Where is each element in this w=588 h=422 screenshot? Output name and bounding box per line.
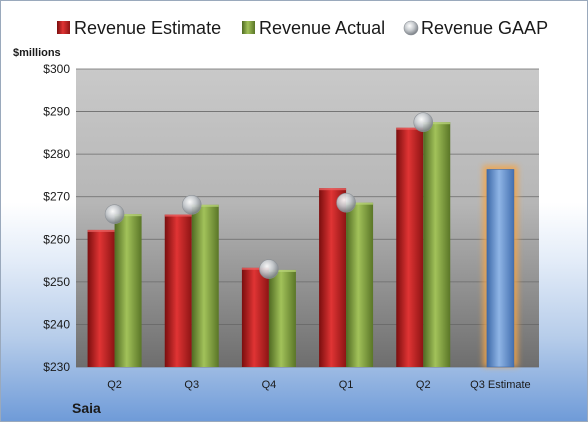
- bar-revenue-actual: [268, 269, 296, 367]
- plot-area: [76, 69, 539, 367]
- bar-cap-revenue-estimate: [87, 229, 115, 232]
- x-tick-label: Q1: [339, 379, 354, 391]
- bar-revenue-estimate: [241, 267, 269, 367]
- bar-revenue-actual: [191, 204, 219, 367]
- marker-revenue-gaap: [336, 192, 356, 213]
- x-tick-label: Q3: [184, 379, 199, 391]
- bar-q3-estimate: [486, 169, 515, 368]
- marker-revenue-gaap: [413, 112, 434, 133]
- x-axis-ticks: Q2 Q3 Q4 Q1 Q2 Q3 Estimate: [107, 379, 530, 391]
- y-tick-label: $250: [43, 275, 70, 289]
- legend-swatch-revenue-estimate: [57, 21, 70, 34]
- unit-label: $millions: [13, 47, 61, 59]
- y-tick-label: $260: [43, 232, 70, 246]
- y-tick-label: $270: [43, 190, 70, 204]
- y-tick-label: $240: [43, 317, 70, 331]
- bar-cap-revenue-actual: [191, 204, 219, 207]
- bar-revenue-estimate: [164, 214, 192, 367]
- y-tick-label: $290: [43, 105, 70, 119]
- legend-item-revenue-estimate: Revenue Estimate: [57, 18, 221, 38]
- bar-cap-revenue-estimate: [241, 267, 269, 270]
- bar-revenue-actual: [346, 202, 374, 367]
- legend-item-revenue-gaap: Revenue GAAP: [403, 18, 548, 38]
- bar-cap-revenue-actual: [346, 202, 374, 205]
- legend-item-revenue-actual: Revenue Actual: [242, 18, 385, 38]
- marker-revenue-gaap: [104, 204, 125, 224]
- gridlines: [76, 68, 539, 368]
- legend: Revenue Estimate Revenue Actual Revenue …: [57, 18, 548, 38]
- marker-revenue-gaap: [181, 195, 202, 215]
- gaap-markers: [104, 112, 434, 279]
- legend-label-revenue-actual: Revenue Actual: [259, 18, 385, 38]
- company-name: Saia: [72, 400, 101, 416]
- bar-cap-revenue-actual: [114, 214, 142, 217]
- legend-swatch-revenue-actual: [242, 21, 255, 34]
- y-tick-label: $300: [43, 62, 70, 76]
- x-tick-label: Q3 Estimate: [470, 379, 531, 391]
- bar-revenue-estimate: [87, 229, 115, 367]
- bar-cap-revenue-actual: [423, 122, 451, 125]
- bar-revenue-estimate: [396, 127, 424, 368]
- bar-revenue-estimate: [319, 188, 347, 367]
- bar-cap-revenue-estimate: [319, 188, 347, 191]
- legend-label-revenue-gaap: Revenue GAAP: [421, 18, 548, 38]
- x-tick-label: Q2: [107, 379, 122, 391]
- y-tick-label: $230: [43, 360, 70, 374]
- bar-revenue-actual: [423, 122, 451, 367]
- marker-revenue-gaap: [259, 259, 279, 279]
- bar-cap-revenue-actual: [268, 269, 296, 272]
- bar-revenue-actual: [114, 214, 142, 367]
- bars: [87, 122, 518, 368]
- y-tick-label: $280: [43, 147, 70, 161]
- legend-label-revenue-estimate: Revenue Estimate: [74, 18, 221, 38]
- legend-marker-revenue-gaap: [403, 20, 419, 36]
- y-axis-ticks: $230 $240 $250 $260 $270 $280 $290 $300: [43, 62, 70, 374]
- x-tick-label: Q2: [416, 379, 431, 391]
- x-tick-label: Q4: [262, 379, 277, 391]
- bar-cap-revenue-estimate: [164, 214, 192, 217]
- bar-cap-revenue-estimate: [396, 127, 424, 130]
